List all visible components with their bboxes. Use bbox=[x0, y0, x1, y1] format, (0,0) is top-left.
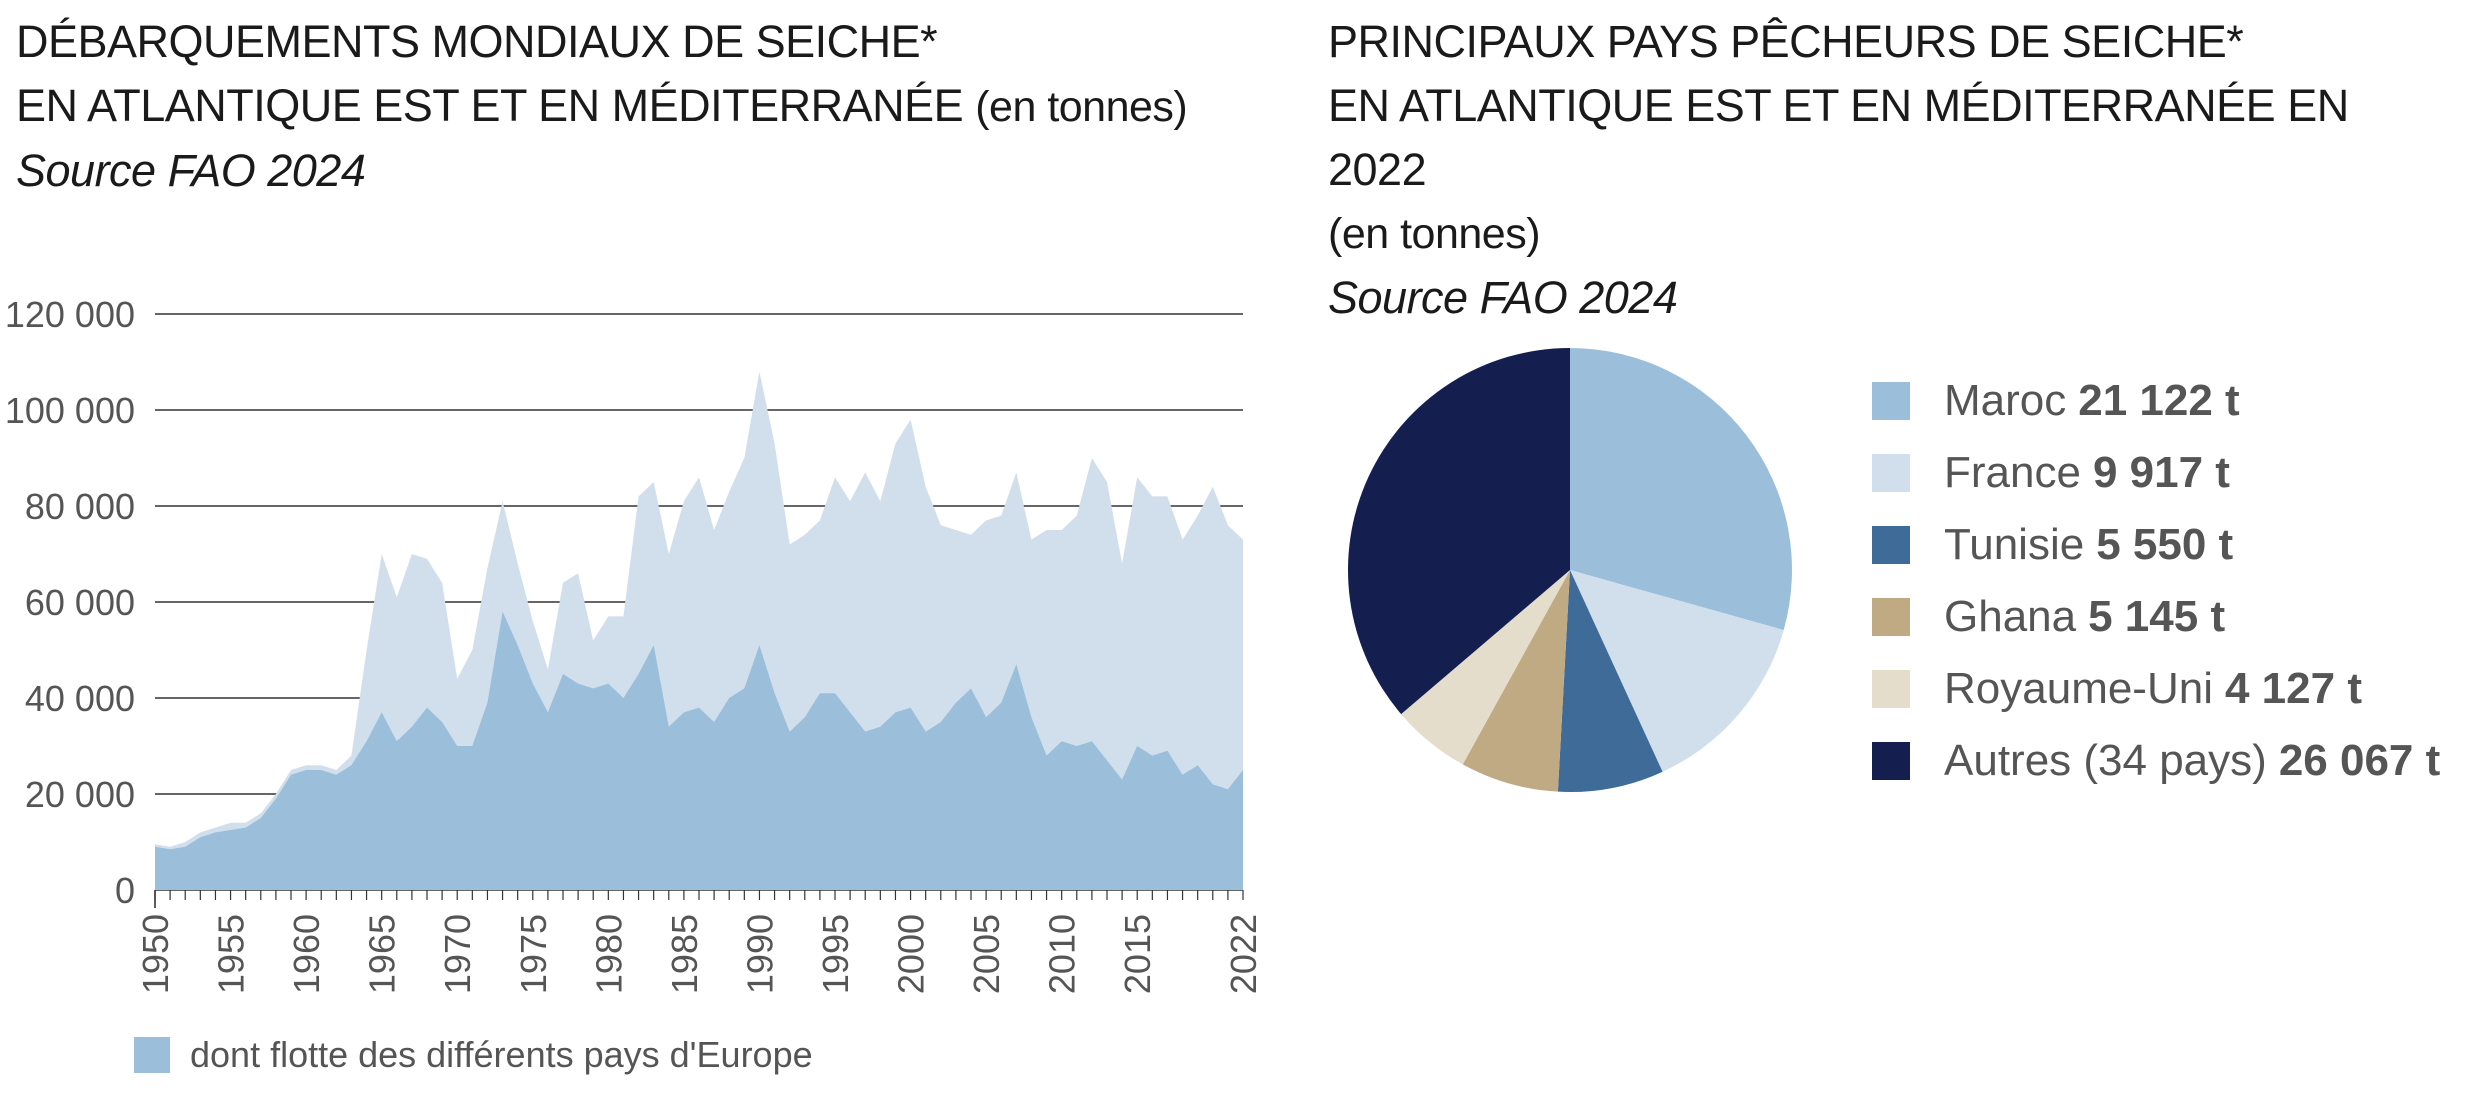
pie-legend-value: 4 127 t bbox=[2224, 664, 2362, 713]
legend-swatch-europe bbox=[134, 1037, 170, 1073]
area-x-tick-labels: 1950 1955 1960 1965 1970 1975 1980 1985 1990 1995… bbox=[135, 890, 1264, 994]
area-europe-fleet bbox=[155, 611, 1243, 890]
x-tick-label: 1950 bbox=[135, 914, 176, 994]
y-tick-label: 60 000 bbox=[25, 582, 135, 623]
pie-legend-item: Autres (34 pays) 26 067 t bbox=[1872, 725, 2440, 797]
area-y-tick-labels: 0 20 000 40 000 60 000 80 000 100 000 120 000 bbox=[5, 294, 135, 911]
x-tick-label: 1955 bbox=[211, 914, 252, 994]
pie-legend-value: 9 917 t bbox=[2092, 448, 2230, 497]
pie-legend-swatch bbox=[1872, 742, 1910, 780]
x-tick-label: 2015 bbox=[1117, 914, 1158, 994]
y-tick-label: 120 000 bbox=[5, 294, 135, 335]
pie-legend-value: 26 067 t bbox=[2278, 736, 2441, 785]
pie-slice-tunisie bbox=[1557, 570, 1663, 793]
pie-legend-swatch bbox=[1872, 598, 1910, 636]
x-tick-label: 1990 bbox=[739, 914, 780, 994]
pie-slices bbox=[1347, 348, 1792, 793]
pie-legend-label: Autres (34 pays) bbox=[1944, 736, 2267, 785]
legend-label-europe: dont flotte des différents pays d'Europe bbox=[190, 1034, 813, 1075]
x-tick-label: 2010 bbox=[1042, 914, 1083, 994]
pie-legend-label: Tunisie bbox=[1944, 520, 2085, 569]
x-tick-label: 1995 bbox=[815, 914, 856, 994]
area-legend: dont flotte des différents pays d'Europe bbox=[134, 1034, 813, 1076]
pie-legend-swatch bbox=[1872, 454, 1910, 492]
left-chart-title: DÉBARQUEMENTS MONDIAUX DE SEICHE* EN ATL… bbox=[16, 10, 1256, 203]
pie-legend-item: Maroc 21 122 t bbox=[1872, 365, 2440, 437]
pie-legend-label: Maroc bbox=[1944, 376, 2067, 425]
pie-legend-item: Ghana 5 145 t bbox=[1872, 581, 2440, 653]
y-tick-label: 0 bbox=[115, 870, 135, 911]
pie-legend-item: Royaume-Uni 4 127 t bbox=[1872, 653, 2440, 725]
pie-legend-swatch bbox=[1872, 526, 1910, 564]
pie-legend-value: 21 122 t bbox=[2078, 376, 2240, 425]
y-tick-label: 20 000 bbox=[25, 774, 135, 815]
x-tick-label: 2005 bbox=[966, 914, 1007, 994]
right-title-unit: (en tonnes) bbox=[1328, 210, 1541, 258]
x-tick-label: 1985 bbox=[664, 914, 705, 994]
x-tick-label: 1980 bbox=[588, 914, 629, 994]
y-tick-label: 80 000 bbox=[25, 486, 135, 527]
pie-legend-label: Royaume-Uni bbox=[1944, 664, 2213, 713]
pie-legend-value: 5 550 t bbox=[2096, 520, 2234, 569]
x-tick-label: 2000 bbox=[891, 914, 932, 994]
pie-legend-value: 5 145 t bbox=[2088, 592, 2226, 641]
x-tick-label: 1970 bbox=[437, 914, 478, 994]
pie-legend-label: France bbox=[1944, 448, 2081, 497]
pie-legend: Maroc 21 122 t France 9 917 t Tunisie 5 550 t… bbox=[1872, 365, 2440, 797]
left-source: Source FAO 2024 bbox=[16, 145, 366, 196]
right-title-line2: EN ATLANTIQUE EST ET EN MÉDITERRANÉE EN … bbox=[1328, 80, 2349, 195]
x-tick-label: 2022 bbox=[1223, 914, 1264, 994]
pie-legend-swatch bbox=[1872, 670, 1910, 708]
y-tick-label: 100 000 bbox=[5, 390, 135, 431]
pie-slice-autres-34-pays- bbox=[1347, 348, 1570, 715]
right-source: Source FAO 2024 bbox=[1328, 272, 1678, 323]
left-title-line1: DÉBARQUEMENTS MONDIAUX DE SEICHE* bbox=[16, 16, 938, 67]
left-title-line2-text: EN ATLANTIQUE EST ET EN MÉDITERRANÉE bbox=[16, 80, 964, 131]
pie-legend-swatch bbox=[1872, 382, 1910, 420]
x-tick-label: 1965 bbox=[362, 914, 403, 994]
x-tick-label: 1975 bbox=[513, 914, 554, 994]
y-tick-label: 40 000 bbox=[25, 678, 135, 719]
pie-slice-france bbox=[1570, 570, 1784, 772]
pie-slice-maroc bbox=[1570, 348, 1792, 631]
pie-legend-label: Ghana bbox=[1944, 592, 2077, 641]
area-series bbox=[155, 371, 1243, 891]
right-title-line1: PRINCIPAUX PAYS PÊCHEURS DE SEICHE* bbox=[1328, 16, 2244, 67]
pie-slice-ghana bbox=[1462, 570, 1570, 792]
pie-legend-item: France 9 917 t bbox=[1872, 437, 2440, 509]
pie-chart bbox=[1347, 348, 1792, 793]
pie-legend-item: Tunisie 5 550 t bbox=[1872, 509, 2440, 581]
right-chart-title: PRINCIPAUX PAYS PÊCHEURS DE SEICHE* EN A… bbox=[1328, 10, 2458, 330]
left-title-line2: EN ATLANTIQUE EST ET EN MÉDITERRANÉE (en… bbox=[16, 74, 1256, 139]
pie-slice-royaume-uni bbox=[1401, 570, 1570, 765]
x-tick-label: 1960 bbox=[286, 914, 327, 994]
left-title-unit: (en tonnes) bbox=[975, 83, 1188, 131]
